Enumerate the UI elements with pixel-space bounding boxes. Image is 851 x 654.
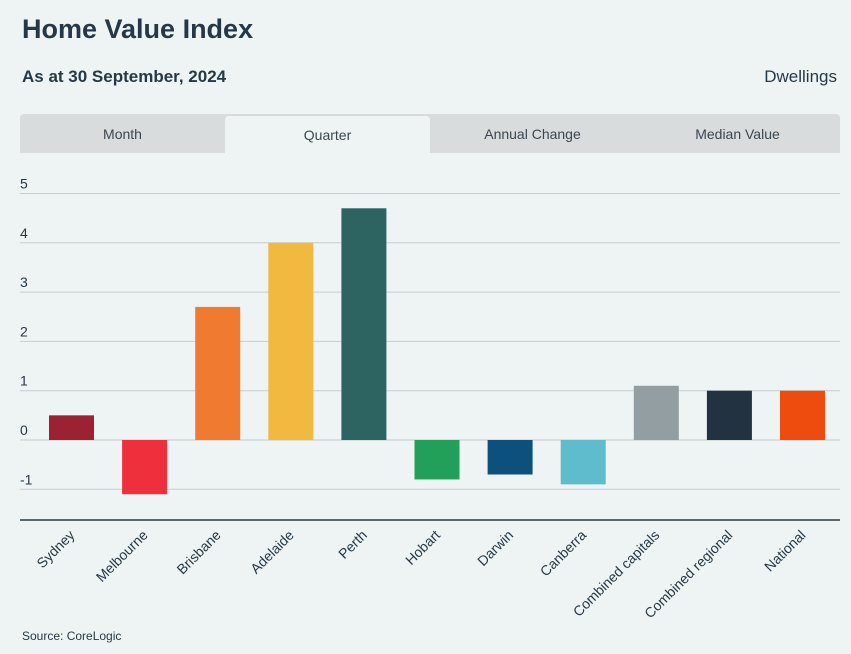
source-note: Source: CoreLogic: [22, 629, 122, 643]
bar: [706, 390, 752, 440]
bar: [341, 208, 387, 440]
x-tick-label: National: [761, 527, 809, 575]
bar: [122, 440, 168, 495]
x-tick-label: Canberra: [537, 527, 590, 580]
bar: [49, 415, 94, 440]
x-tick-label: Adelaide: [247, 527, 297, 577]
y-tick-label: 0: [20, 422, 28, 438]
x-tick-label: Hobart: [402, 527, 443, 568]
x-tick-label: Sydney: [33, 527, 77, 571]
tab-median-value[interactable]: Median Value: [695, 125, 780, 142]
y-tick-label: 5: [20, 176, 28, 192]
bar: [487, 440, 533, 475]
y-tick-label: -1: [20, 471, 33, 487]
period-tabs: Month Quarter Annual Change Median Value: [20, 114, 840, 153]
bar: [268, 242, 314, 440]
x-tick-label: Melbourne: [93, 527, 151, 585]
bar: [633, 385, 679, 440]
x-tick-label: Brisbane: [173, 527, 224, 578]
tab-month[interactable]: Month: [103, 125, 142, 142]
bar: [560, 440, 606, 485]
bar: [780, 390, 825, 440]
date-subtitle: As at 30 September, 2024: [22, 67, 227, 86]
y-tick-label: 2: [20, 323, 28, 339]
bar: [414, 440, 460, 480]
x-tick-label: Perth: [335, 527, 370, 562]
tab-annual-change[interactable]: Annual Change: [484, 125, 581, 142]
y-tick-label: 1: [20, 373, 28, 389]
chart-title: Home Value Index: [22, 14, 254, 44]
tab-quarter[interactable]: Quarter: [225, 116, 430, 153]
dwellings-label: Dwellings: [764, 67, 837, 86]
y-tick-label: 3: [20, 274, 28, 290]
bar: [195, 306, 241, 440]
x-tick-label: Darwin: [474, 527, 516, 569]
y-tick-label: 4: [20, 225, 28, 241]
